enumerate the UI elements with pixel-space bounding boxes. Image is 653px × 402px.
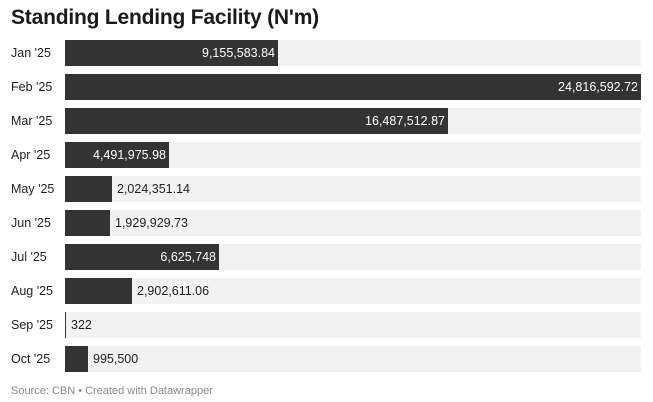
value-label: 9,155,583.84 (202, 46, 275, 60)
bar-track: 16,487,512.87 (65, 108, 641, 134)
value-label: 1,929,929.73 (115, 216, 188, 230)
bar (65, 176, 112, 202)
bar-chart: Jan '25 9,155,583.84 Feb '25 24,816,592.72 M… (0, 40, 653, 372)
bar (65, 312, 66, 338)
bar-track: 9,155,583.84 (65, 40, 641, 66)
bar-row: Apr '25 4,491,975.98 (0, 142, 653, 168)
category-label: Apr '25 (11, 148, 51, 162)
value-label: 995,500 (93, 352, 139, 366)
bar (65, 244, 219, 270)
chart-title: Standing Lending Facility (N'm) (11, 6, 319, 29)
bar-track: 6,625,748 (65, 244, 641, 270)
category-label: May '25 (11, 182, 55, 196)
value-label: 24,816,592.72 (558, 80, 638, 94)
bar-track: 2,902,611.06 (65, 278, 641, 304)
category-label: Jul '25 (11, 250, 47, 264)
bar-track: 322 (65, 312, 641, 338)
category-label: Jun '25 (11, 216, 51, 230)
bar (65, 278, 132, 304)
bar-row: Aug '25 2,902,611.06 (0, 278, 653, 304)
credit-text: Created with Datawrapper (85, 385, 213, 397)
category-label: Jan '25 (11, 46, 51, 60)
value-label: 322 (71, 318, 92, 332)
category-label: Feb '25 (11, 80, 53, 94)
chart-footer: Source: CBN • Created with Datawrapper (11, 385, 213, 397)
category-label: Sep '25 (11, 318, 54, 332)
bar (65, 142, 169, 168)
bar-track: 2,024,351.14 (65, 176, 641, 202)
bar (65, 74, 641, 100)
bar-row: Feb '25 24,816,592.72 (0, 74, 653, 100)
bar-track: 24,816,592.72 (65, 74, 641, 100)
bar (65, 108, 448, 134)
source-text: Source: CBN (11, 385, 76, 397)
bar-row: Oct '25 995,500 (0, 346, 653, 372)
value-label: 6,625,748 (160, 250, 216, 264)
category-label: Mar '25 (11, 114, 53, 128)
bar (65, 40, 278, 66)
bar-row: Jun '25 1,929,929.73 (0, 210, 653, 236)
value-label: 16,487,512.87 (365, 114, 445, 128)
category-label: Oct '25 (11, 352, 51, 366)
bar-row: May '25 2,024,351.14 (0, 176, 653, 202)
bar (65, 346, 88, 372)
bar-track: 1,929,929.73 (65, 210, 641, 236)
footer-separator: • (78, 385, 83, 397)
value-label: 4,491,975.98 (93, 148, 166, 162)
bar (65, 210, 110, 236)
value-label: 2,902,611.06 (137, 284, 210, 298)
bar-track: 995,500 (65, 346, 641, 372)
bar-row: Jul '25 6,625,748 (0, 244, 653, 270)
bar-row: Mar '25 16,487,512.87 (0, 108, 653, 134)
bar-row: Jan '25 9,155,583.84 (0, 40, 653, 66)
category-label: Aug '25 (11, 284, 54, 298)
bar-track: 4,491,975.98 (65, 142, 641, 168)
value-label: 2,024,351.14 (117, 182, 190, 196)
bar-row: Sep '25 322 (0, 312, 653, 338)
